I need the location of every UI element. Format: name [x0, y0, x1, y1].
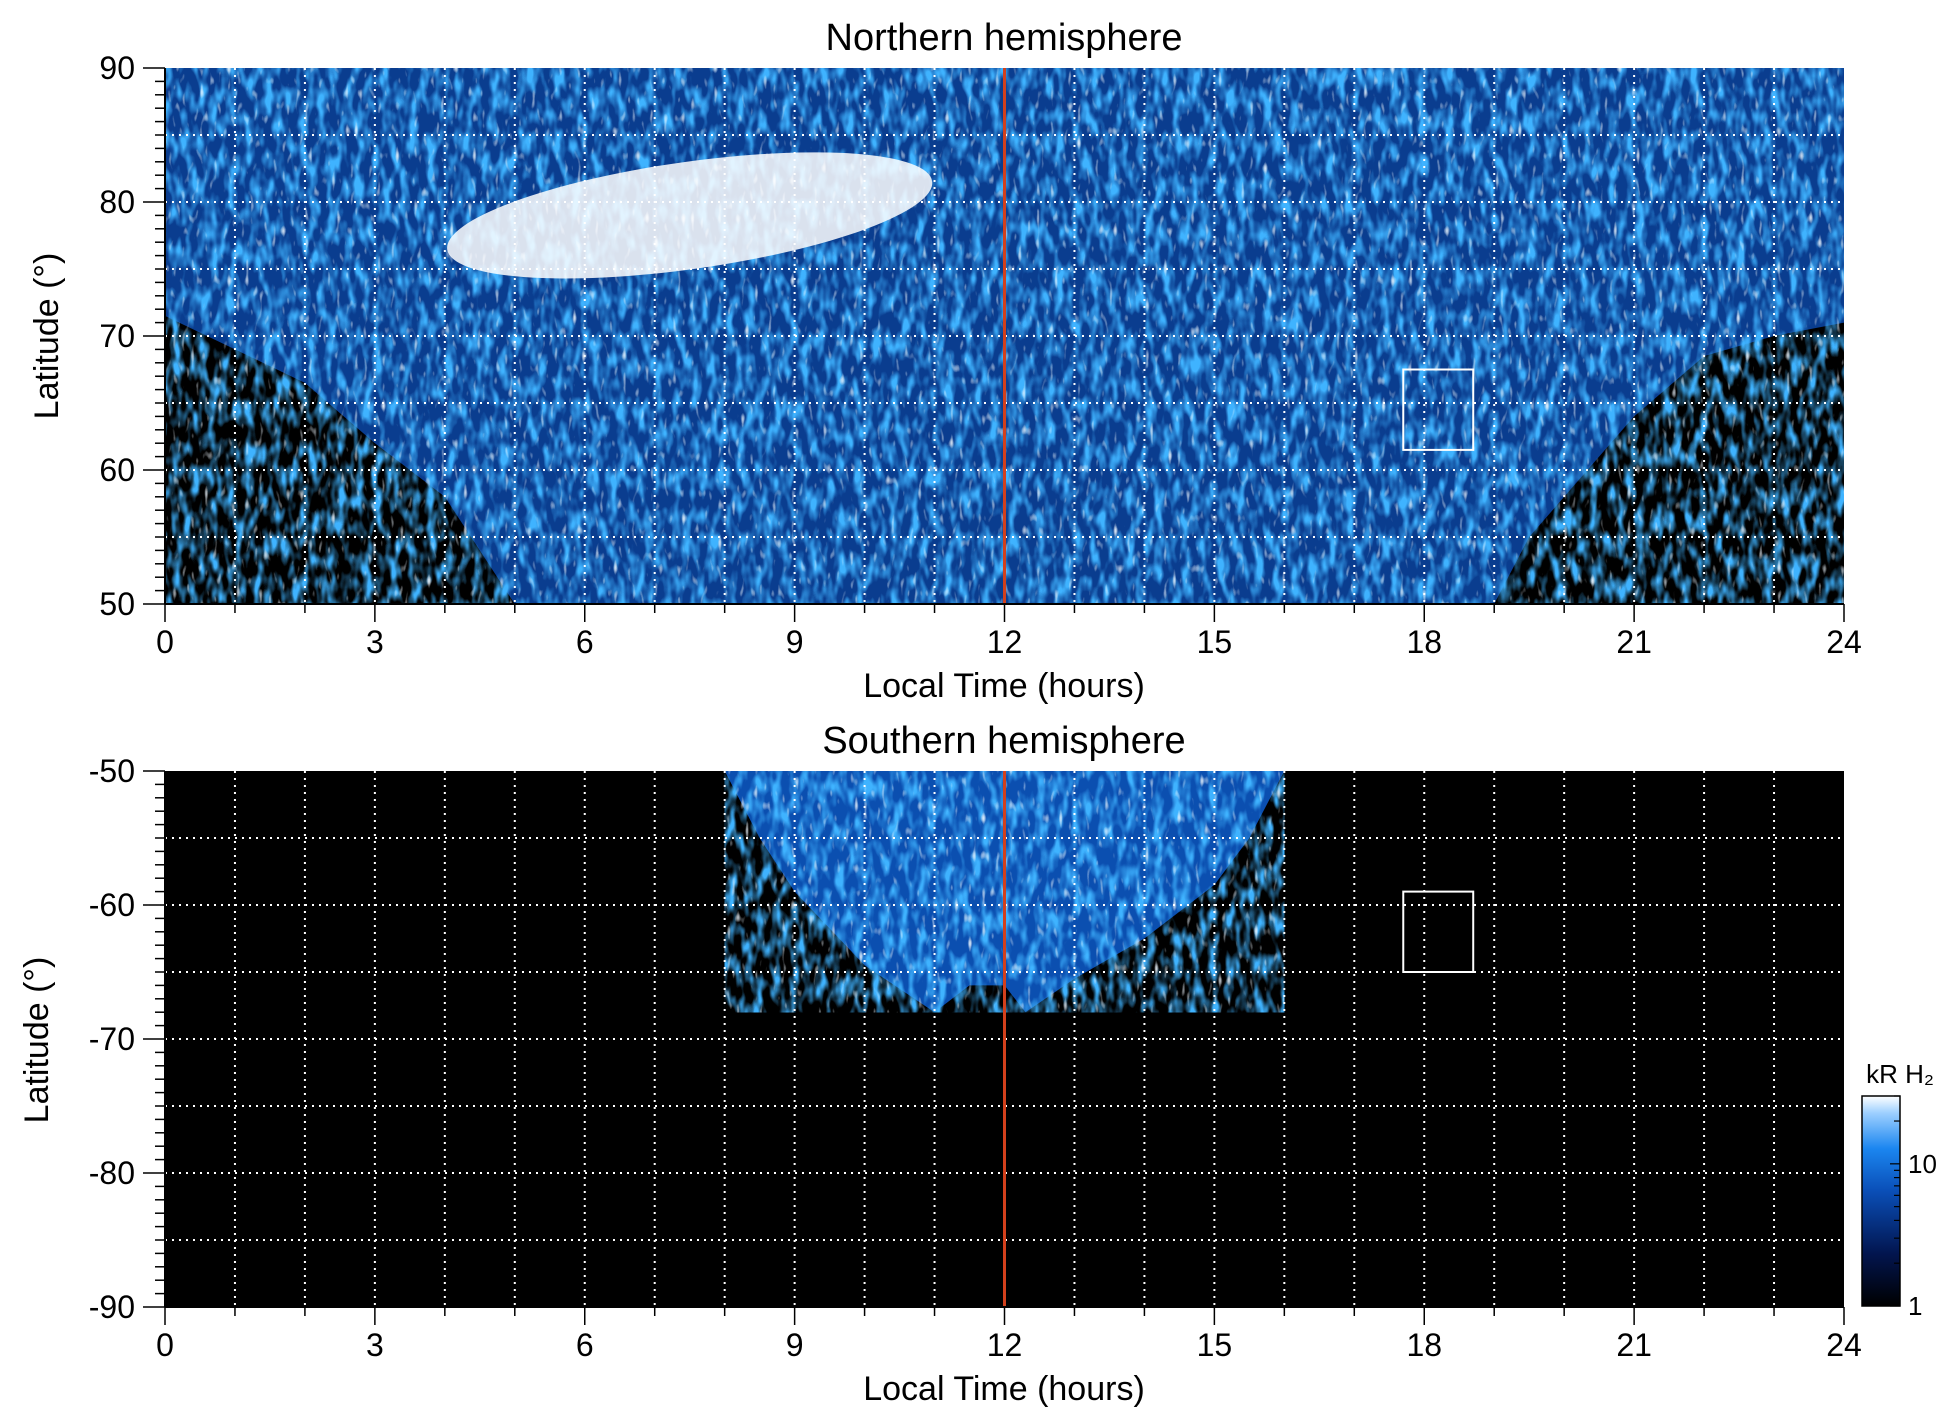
north-x-tick-label: 12	[987, 624, 1023, 660]
south-axes: 0 3 6 9 12 15 18 21 24 -50 -60 -70 -80 -90	[89, 753, 1862, 1363]
south-x-tick-label: 24	[1826, 1327, 1862, 1363]
south-panel: Southern hemisphere 0 3 6 9 12 15 18 21 24 -50 -60…	[18, 720, 1862, 1408]
north-y-tick-label: 90	[99, 50, 135, 86]
north-x-tick-label: 3	[366, 624, 384, 660]
south-y-tick-label: -50	[89, 753, 135, 789]
north-x-tick-label: 9	[786, 624, 804, 660]
south-box	[1402, 890, 1475, 973]
south-x-tick-label: 6	[576, 1327, 594, 1363]
colorbar: kR H₂ 1 10	[1861, 1059, 1937, 1321]
north-bright-arc	[447, 152, 933, 279]
colorbar-label: kR H₂	[1866, 1059, 1934, 1089]
north-box	[1402, 368, 1475, 451]
south-ylabel: Latitude (°)	[18, 957, 56, 1124]
south-y-tick-label: -70	[89, 1021, 135, 1057]
north-y-tick-label: 50	[99, 586, 135, 622]
north-x-tick-label: 24	[1826, 624, 1862, 660]
colorbar-tick-label: 10	[1908, 1149, 1937, 1179]
north-ylabel: Latitude (°)	[28, 253, 66, 420]
north-panel: Northern hemisphere 0 3 6 9 12 15 18 21 24 50 60 70…	[28, 17, 1862, 705]
north-axes: 0 3 6 9 12 15 18 21 24 50 60 70 80 90	[99, 50, 1861, 660]
south-x-tick-label: 12	[987, 1327, 1023, 1363]
north-title: Northern hemisphere	[826, 17, 1183, 59]
north-x-tick-label: 18	[1406, 624, 1442, 660]
south-y-tick-label: -60	[89, 887, 135, 923]
south-x-tick-label: 3	[366, 1327, 384, 1363]
south-y-tick-label: -80	[89, 1155, 135, 1191]
north-x-tick-label: 0	[156, 624, 174, 660]
colorbar-tick-label: 1	[1908, 1291, 1922, 1321]
north-x-tick-label: 15	[1197, 624, 1233, 660]
south-title: Southern hemisphere	[822, 720, 1185, 762]
south-x-tick-label: 18	[1406, 1327, 1442, 1363]
south-x-tick-label: 15	[1197, 1327, 1233, 1363]
south-x-tick-label: 9	[786, 1327, 804, 1363]
north-xlabel: Local Time (hours)	[863, 667, 1145, 705]
south-xlabel: Local Time (hours)	[863, 1370, 1145, 1408]
north-y-tick-label: 80	[99, 184, 135, 220]
colorbar-gradient	[1861, 1095, 1901, 1307]
north-x-tick-label: 21	[1616, 624, 1652, 660]
south-y-tick-label: -90	[89, 1289, 135, 1325]
south-x-tick-label: 21	[1616, 1327, 1652, 1363]
north-y-tick-label: 60	[99, 452, 135, 488]
north-y-tick-label: 70	[99, 318, 135, 354]
colorbar-ticks: 1 10	[1890, 1095, 1937, 1321]
north-x-tick-label: 6	[576, 624, 594, 660]
south-x-tick-label: 0	[156, 1327, 174, 1363]
